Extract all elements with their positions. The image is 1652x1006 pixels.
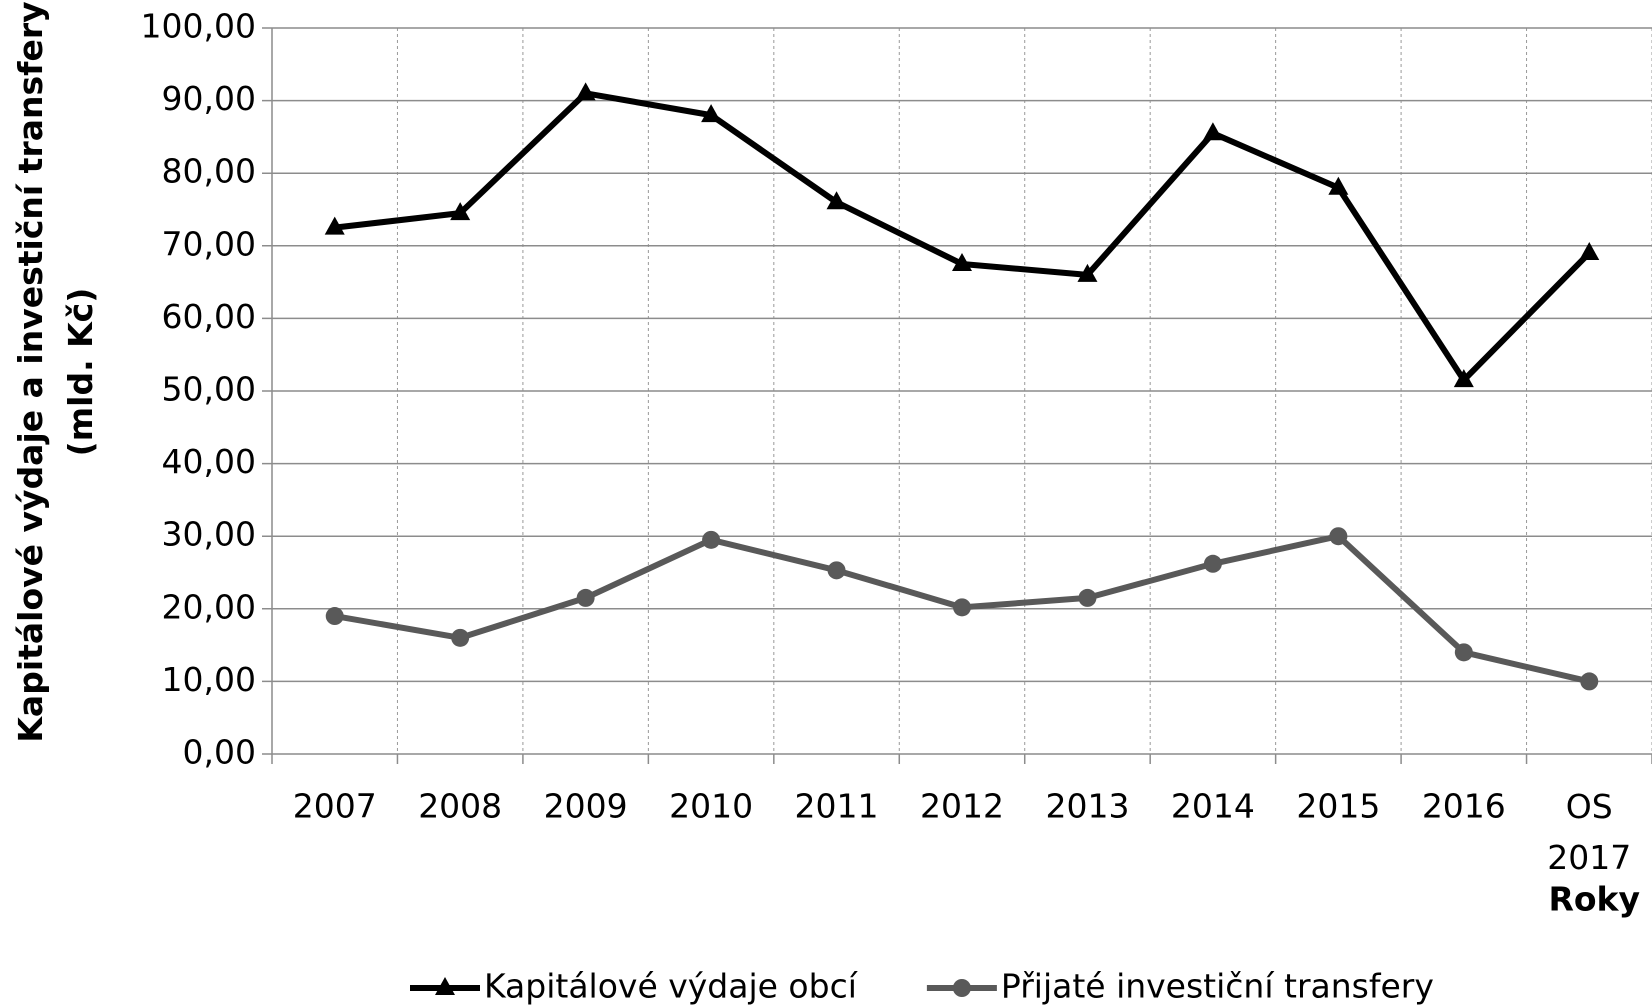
y-axis-title: Kapitálové výdaje a investiční transfery… [11, 1, 100, 742]
x-tick-label: 2011 [795, 787, 879, 826]
x-tick-label: 2012 [920, 787, 1004, 826]
point [324, 216, 345, 235]
x-tick-label: 2015 [1296, 787, 1380, 826]
point [1579, 242, 1600, 261]
y-tick-label: 30,00 [162, 515, 256, 554]
y-tick-label: 70,00 [162, 224, 256, 263]
y-tick-label: 50,00 [162, 370, 256, 409]
x-tick-label: 2010 [669, 787, 753, 826]
y-tick-label: 80,00 [162, 152, 256, 191]
point [702, 530, 721, 549]
point [1453, 369, 1474, 388]
x-tick-label: 2007 [293, 787, 377, 826]
point [827, 561, 846, 580]
legend-marker [952, 979, 971, 997]
x-axis-title: Roky [1548, 880, 1640, 919]
x-tick-label: 2016 [1422, 787, 1506, 826]
point [575, 82, 596, 101]
y-tick-label: 20,00 [162, 587, 256, 626]
point [576, 588, 595, 607]
point [450, 202, 471, 221]
point [1454, 643, 1473, 662]
y-tick-label: 40,00 [162, 442, 256, 481]
point [826, 191, 847, 210]
y-tick-label: 0,00 [183, 733, 256, 772]
legend-label: Kapitálové výdaje obcí [484, 967, 859, 1006]
point [1078, 588, 1097, 607]
x-tick-label: OS 2017 [1547, 787, 1631, 877]
y-tick-label: 60,00 [162, 297, 256, 336]
point [701, 104, 722, 123]
point [451, 628, 470, 647]
y-tick-label: 10,00 [162, 660, 256, 699]
x-tick-label: 2008 [418, 787, 502, 826]
point [953, 598, 971, 617]
point [1580, 672, 1599, 691]
point [952, 252, 972, 271]
x-tick-label: 2014 [1171, 787, 1255, 826]
point [1203, 554, 1222, 573]
y-tick-label: 90,00 [162, 79, 256, 118]
legend-marker [435, 977, 455, 995]
point [1202, 122, 1223, 141]
point [1077, 263, 1098, 282]
point [1329, 527, 1348, 546]
y-tick-label: 100,00 [141, 7, 256, 46]
x-tick-label: 2009 [544, 787, 628, 826]
legend-label: Přijaté investiční transfery [1001, 967, 1434, 1006]
point [1328, 176, 1349, 195]
x-tick-label: 2013 [1045, 787, 1129, 826]
point [325, 607, 344, 626]
